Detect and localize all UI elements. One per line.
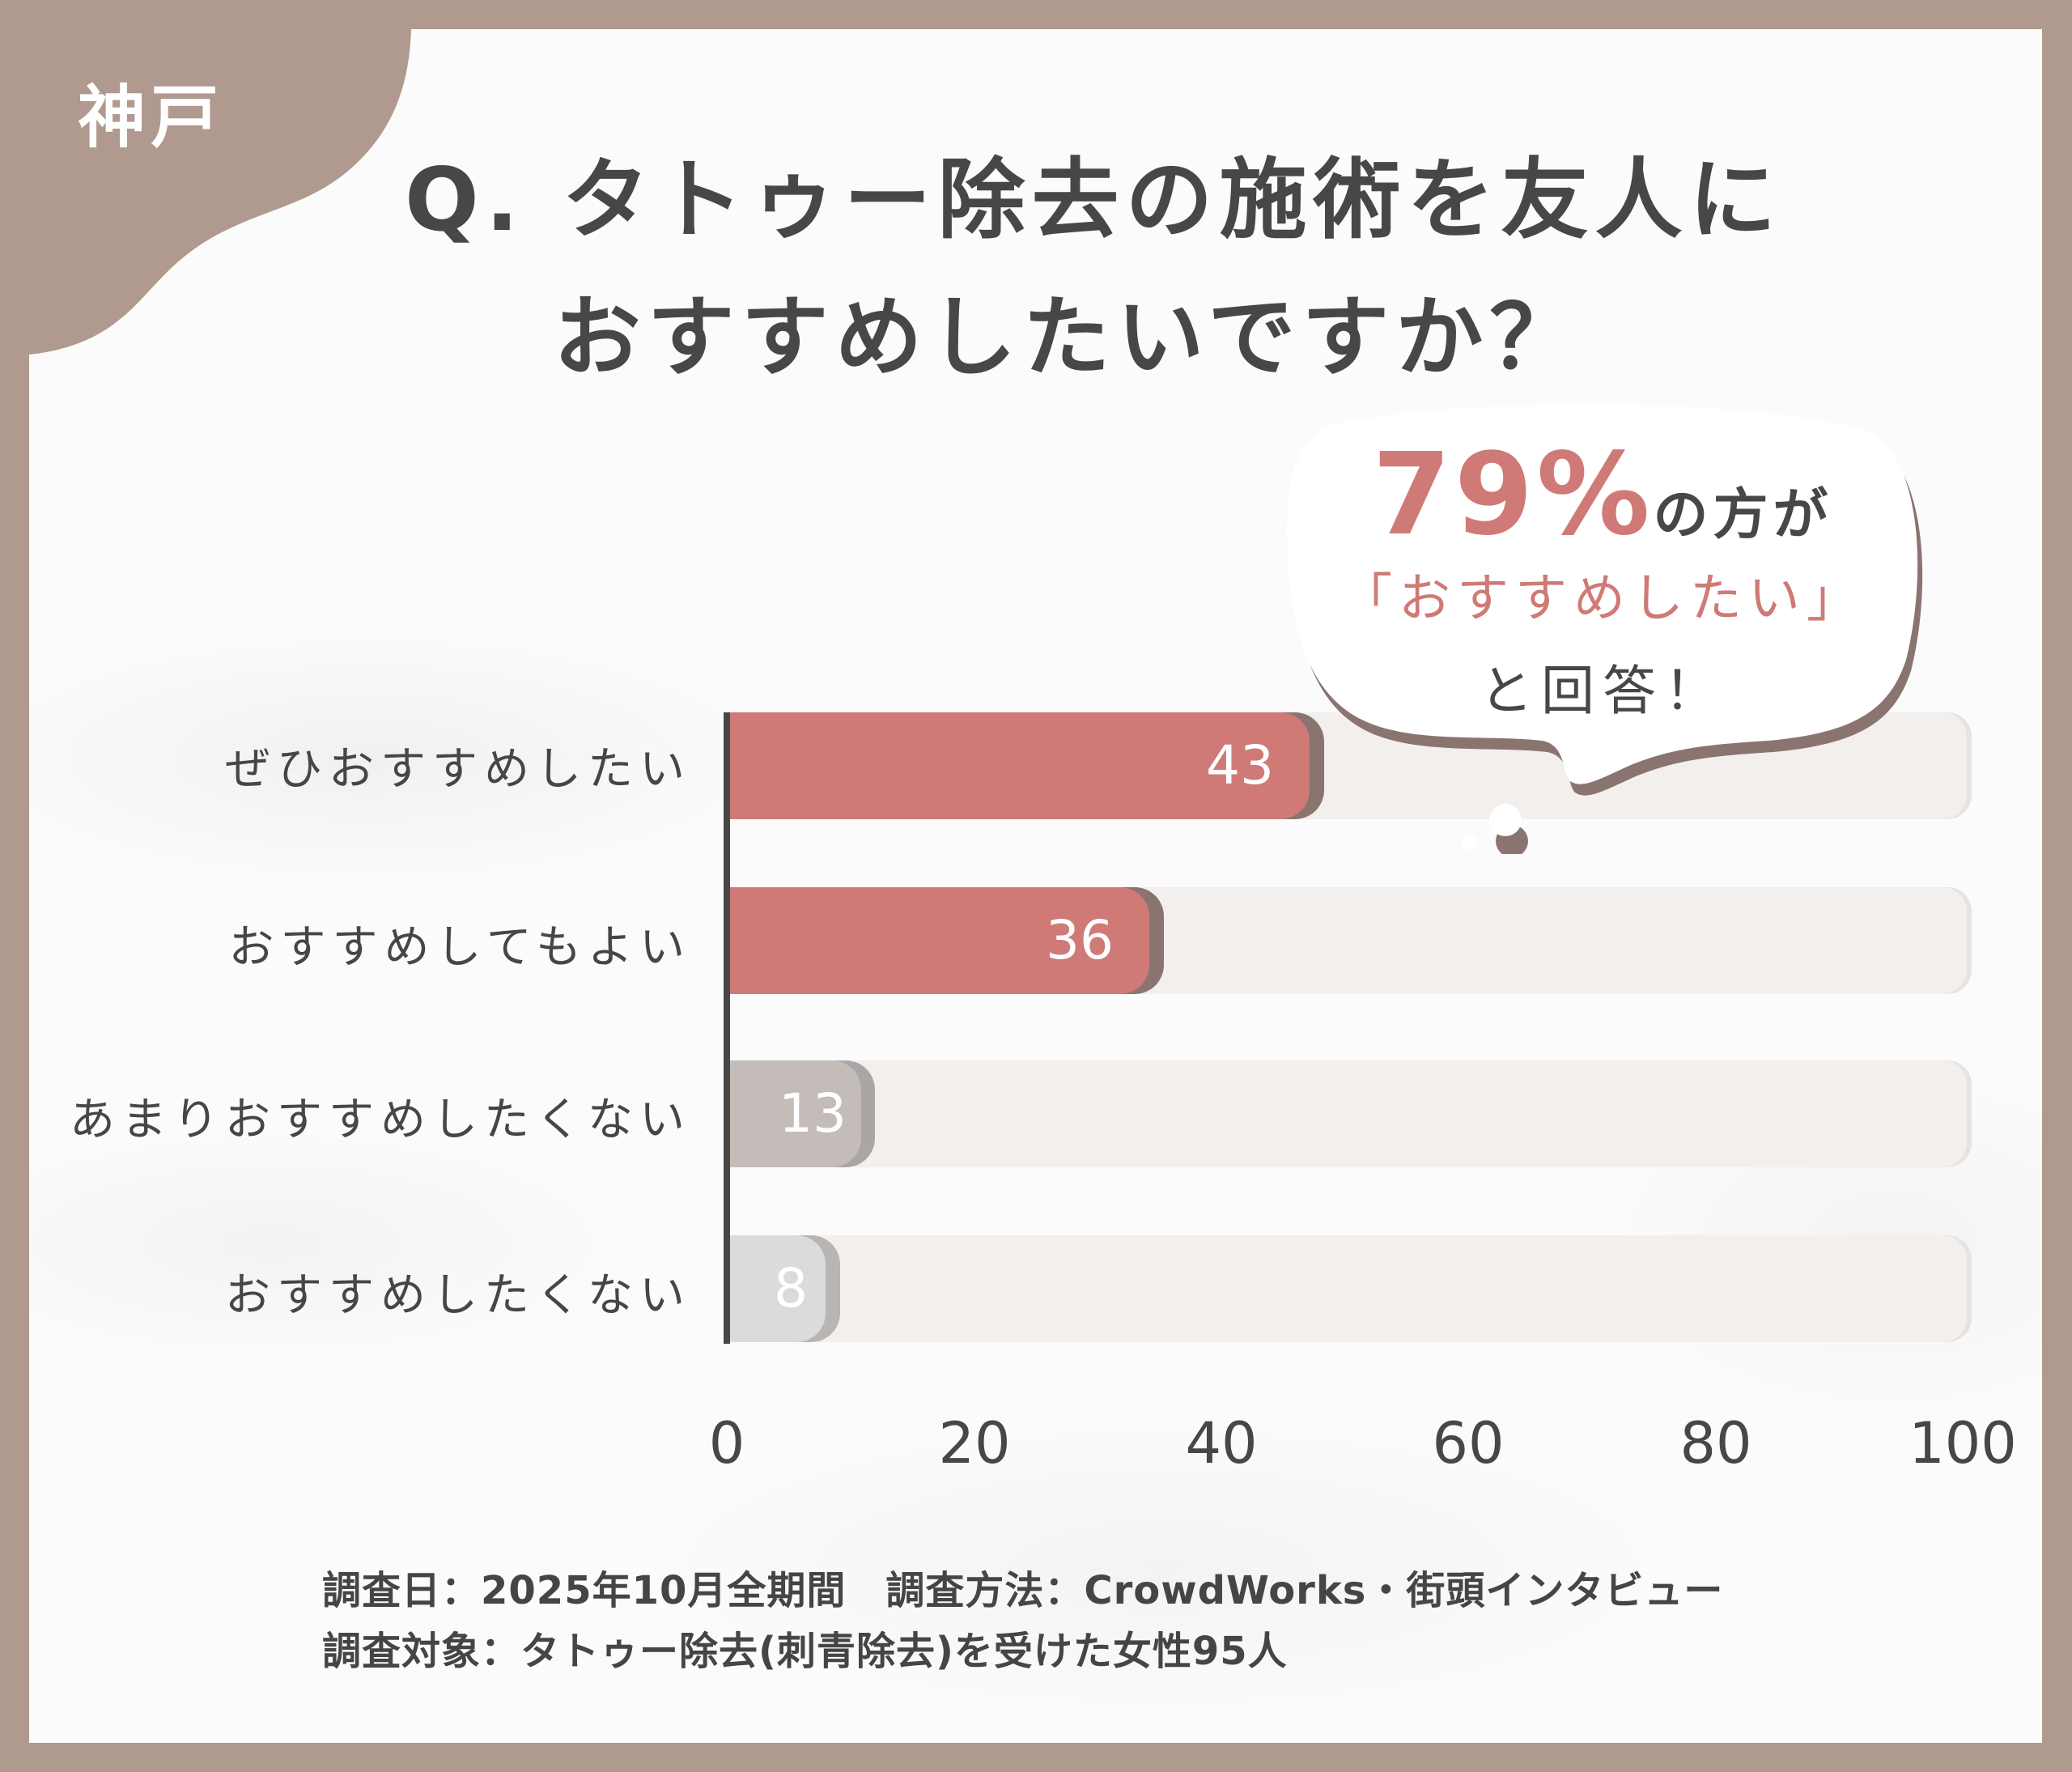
bar-track — [730, 1235, 1967, 1342]
bar-strongly-recommend: 43 — [730, 712, 1310, 819]
category-label: あまりおすすめしたくない — [70, 1094, 691, 1146]
x-tick: 40 — [1185, 1410, 1258, 1477]
city-badge: 神戸 — [78, 78, 224, 157]
category-label: おすすめしたくない — [225, 1269, 691, 1322]
bar-value: 8 — [774, 1257, 808, 1319]
callout-line2: 「おすすめしたい」 — [1340, 569, 1865, 629]
bar-may-recommend: 36 — [730, 887, 1149, 994]
callout-line3: と回答！ — [1480, 660, 1726, 722]
bar-not-recommend: 8 — [730, 1235, 826, 1342]
survey-info-line1: 調査日：2025年10月全期間 調査方法：CrowdWorks・街頭インタビュー — [322, 1568, 1724, 1613]
x-tick: 0 — [708, 1410, 745, 1477]
corner-blob — [29, 29, 411, 355]
chart-panel — [29, 29, 2042, 1743]
bar-track — [730, 1060, 1967, 1167]
bar-value: 36 — [1046, 909, 1114, 971]
x-tick: 60 — [1432, 1410, 1505, 1477]
survey-info-line2: 調査対象：タトゥー除去(刺青除去)を受けた女性95人 — [322, 1629, 1288, 1674]
question-title-line1: Q. タトゥー除去の施術を友人に — [405, 150, 1783, 251]
category-label: ぜひおすすめしたい — [225, 743, 691, 796]
category-label: おすすめしてもよい — [228, 921, 691, 974]
callout-line1: 79%の方が — [1287, 429, 1918, 561]
x-tick: 20 — [938, 1410, 1011, 1477]
bar-rather-not: 13 — [730, 1060, 861, 1167]
x-tick: 100 — [1909, 1410, 2017, 1477]
question-title-line2: おすすめしたいですか？ — [553, 287, 1584, 389]
speech-bubble — [1287, 404, 1923, 854]
bar-value: 13 — [779, 1082, 847, 1145]
callout-percent: 79% — [1372, 429, 1654, 561]
x-tick: 80 — [1679, 1410, 1752, 1477]
callout-line1-rest: の方が — [1653, 483, 1833, 547]
y-axis-line — [724, 712, 730, 1344]
bar-value: 43 — [1206, 734, 1274, 797]
